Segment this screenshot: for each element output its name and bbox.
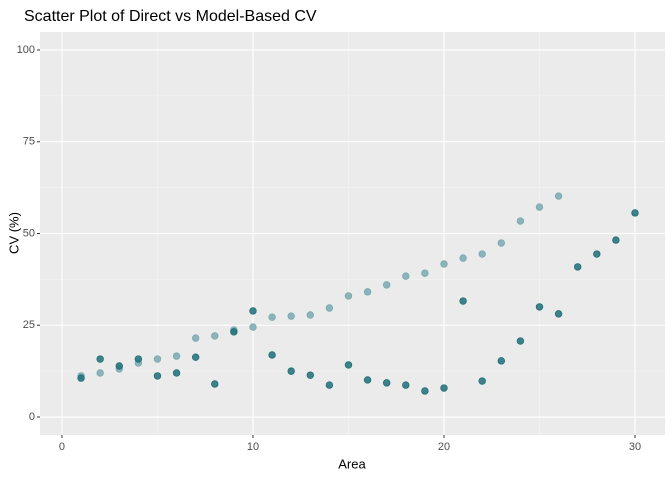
point (459, 254, 467, 262)
point (497, 357, 506, 365)
point (211, 380, 219, 388)
point (287, 312, 295, 320)
y-tick-label: 50 (23, 227, 35, 239)
point (211, 332, 219, 340)
point (593, 250, 601, 258)
point (325, 381, 334, 389)
point (191, 353, 200, 361)
point (191, 334, 200, 342)
point (134, 355, 143, 363)
point (306, 371, 314, 379)
point (153, 355, 162, 363)
point (268, 313, 276, 321)
point (459, 297, 467, 305)
x-tick-label: 10 (247, 441, 259, 453)
point (535, 303, 544, 311)
point (96, 369, 104, 377)
point (249, 323, 257, 331)
point (478, 377, 486, 385)
point (115, 362, 123, 370)
point (96, 355, 104, 363)
point (440, 260, 448, 268)
point (574, 263, 582, 271)
point (363, 376, 372, 384)
point (382, 281, 391, 289)
point (287, 367, 295, 375)
point (421, 387, 429, 395)
point (478, 250, 486, 258)
point (153, 372, 162, 380)
point (631, 209, 639, 217)
point (77, 374, 85, 382)
y-axis-label: CV (%) (6, 212, 21, 254)
x-tick-label: 20 (438, 441, 450, 453)
point (440, 384, 448, 392)
x-axis-label: Area (338, 456, 366, 471)
point (344, 292, 353, 300)
point (363, 288, 372, 296)
point (516, 217, 525, 225)
y-tick-label: 100 (17, 44, 35, 56)
point (535, 203, 544, 211)
point (306, 311, 314, 319)
y-tick-label: 25 (23, 319, 35, 331)
y-tick-label: 75 (23, 136, 35, 148)
point (172, 352, 181, 360)
chart-title: Scatter Plot of Direct vs Model-Based CV (24, 8, 317, 25)
point (402, 272, 410, 280)
point (172, 369, 181, 377)
y-tick-label: 0 (29, 411, 35, 423)
x-tick-label: 30 (629, 441, 641, 453)
point (402, 381, 410, 389)
point (554, 310, 563, 318)
point (421, 269, 429, 277)
point (344, 361, 353, 369)
point (516, 337, 525, 345)
point (612, 236, 620, 244)
point (230, 328, 238, 336)
point (249, 307, 257, 315)
point (497, 239, 506, 247)
point (325, 304, 334, 312)
x-tick-label: 0 (59, 441, 65, 453)
point (382, 379, 391, 387)
point (554, 192, 563, 200)
point (268, 351, 276, 359)
